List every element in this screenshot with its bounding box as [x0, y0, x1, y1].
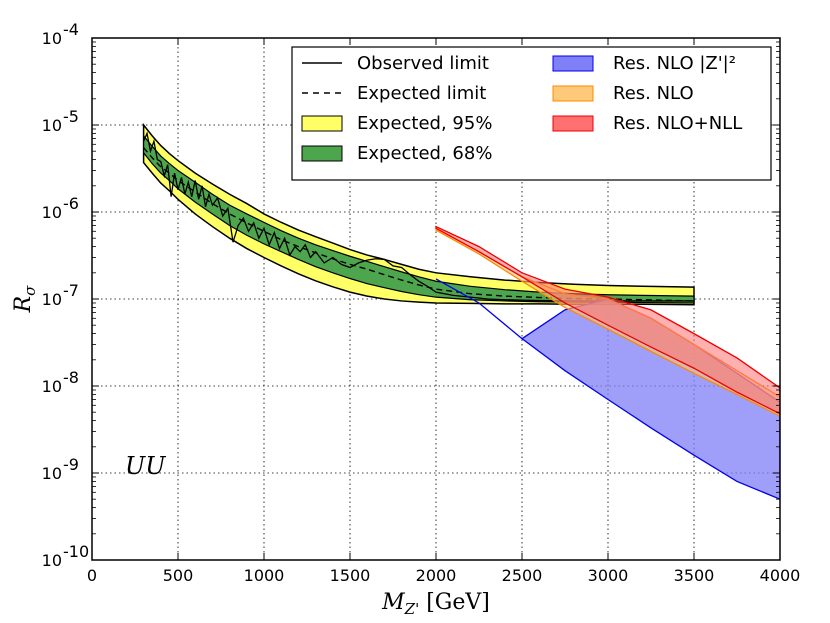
legend-label: Expected, 68%	[357, 143, 492, 164]
legend-swatch	[552, 85, 594, 102]
legend-item-nlo: Res. NLO	[552, 83, 694, 104]
y-tick-label: 10	[42, 377, 62, 396]
y-tick-exponent: -6	[63, 194, 79, 213]
y-tick-exponent: -10	[63, 542, 89, 561]
legend-label: Observed limit	[357, 53, 489, 74]
legend-item-nlo_z2: Res. NLO |Z'|²	[552, 53, 736, 74]
x-tick-label: 1500	[330, 566, 371, 585]
legend: Observed limit Expected limit Expected, 95…	[291, 46, 772, 181]
uu-annotation: UU	[125, 452, 166, 480]
legend-swatch	[301, 115, 343, 132]
y-tick-exponent: -9	[63, 455, 79, 474]
legend-label: Res. NLO |Z'|²	[613, 53, 736, 74]
legend-label: Expected limit	[357, 83, 486, 104]
legend-swatch	[552, 115, 594, 132]
legend-label: Expected, 95%	[357, 113, 492, 134]
y-tick-label: 10	[42, 203, 62, 222]
band-68	[143, 134, 695, 304]
y-tick-label: 10	[42, 29, 62, 48]
y-axis-label: Rσ	[11, 285, 39, 314]
x-axis-label: MZ' [GeV]	[381, 590, 490, 618]
legend-item-observed: Observed limit	[302, 53, 489, 74]
y-tick-exponent: -7	[63, 281, 79, 300]
y-tick-exponent: -4	[63, 20, 79, 39]
x-tick-label: 500	[163, 566, 194, 585]
x-tick-label: 4000	[760, 566, 801, 585]
y-tick-exponent: -8	[63, 368, 79, 387]
band-95	[142, 122, 695, 306]
legend-box	[291, 46, 772, 181]
y-tick-label: 10	[42, 116, 62, 135]
y-tick-exponent: -5	[63, 107, 79, 126]
legend-item-nlonll: Res. NLO+NLL	[552, 113, 742, 134]
legend-item-expected: Expected limit	[302, 83, 486, 104]
y-tick-label: 10	[42, 464, 62, 483]
x-tick-label: 3000	[588, 566, 629, 585]
y-tick-label: 10	[42, 551, 62, 570]
x-tick-label: 2500	[502, 566, 543, 585]
legend-label: Res. NLO	[613, 83, 694, 104]
res-nlo-nll-band	[435, 225, 780, 415]
legend-swatch	[301, 145, 343, 162]
res-nlo-z2-band	[435, 278, 780, 500]
legend-label: Res. NLO+NLL	[613, 113, 742, 134]
observed-limit-line	[143, 131, 694, 302]
x-tick-label: 2000	[416, 566, 457, 585]
legend-item-band95: Expected, 95%	[301, 113, 492, 134]
legend-item-band68: Expected, 68%	[301, 143, 492, 164]
legend-swatch	[552, 55, 594, 72]
y-tick-label: 10	[42, 290, 62, 309]
expected-limit-line	[143, 147, 695, 302]
x-tick-label: 3500	[674, 566, 715, 585]
x-tick-label: 1000	[244, 566, 285, 585]
plot-area	[142, 122, 780, 500]
x-tick-label: 0	[87, 566, 97, 585]
